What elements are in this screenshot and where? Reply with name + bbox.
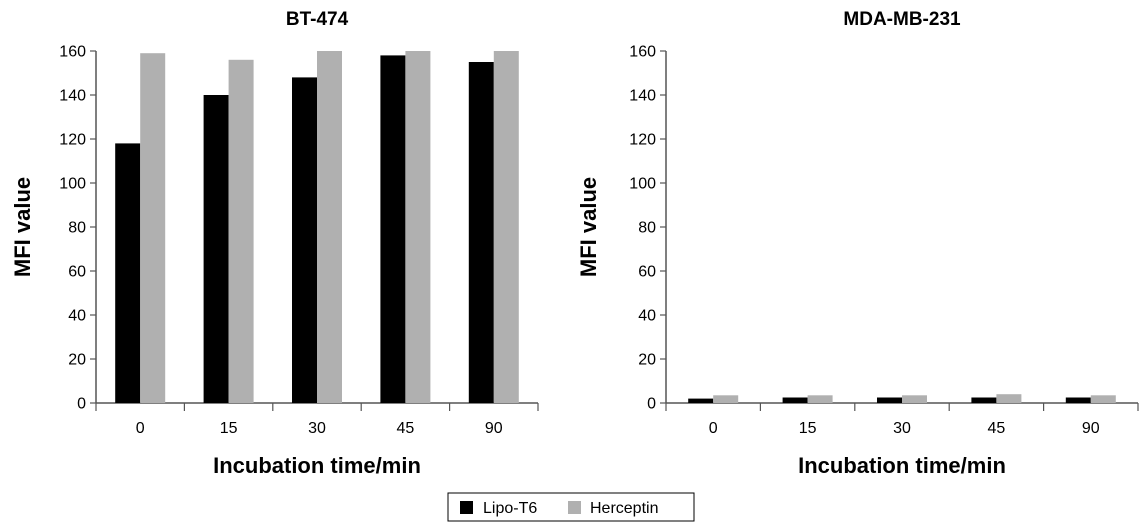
bar-lipo-t6-90 [468, 62, 494, 403]
legend: Lipo-T6 Herceptin [447, 492, 695, 522]
bar-herceptin-45 [405, 51, 431, 403]
x-axis-title: Incubation time/min [213, 453, 421, 478]
y-tick-label: 140 [59, 88, 86, 105]
x-tick-label: 30 [893, 420, 911, 437]
y-tick-label: 0 [647, 396, 656, 413]
bar-herceptin-0 [713, 395, 739, 403]
x-tick-label: 90 [485, 420, 503, 437]
x-tick-label: 45 [988, 420, 1006, 437]
y-tick-label: 60 [68, 264, 86, 281]
bar-herceptin-30 [317, 51, 342, 403]
x-tick-label: 0 [709, 420, 718, 437]
x-axis-title: Incubation time/min [798, 453, 1006, 478]
bar-herceptin-90 [493, 51, 519, 403]
bar-lipo-t6-15 [203, 95, 229, 403]
x-tick-label: 45 [397, 420, 415, 437]
y-tick-label: 40 [68, 308, 86, 325]
y-tick-label: 120 [59, 132, 86, 149]
chart-bt474: BT-474 0 20 40 60 80 100 120 140 160 0 15 30 45 90 Incu… [10, 9, 539, 478]
x-tick-label: 0 [136, 420, 145, 437]
y-tick-label: 20 [68, 352, 86, 369]
bar-lipo-t6-30 [292, 77, 317, 404]
x-tick-label: 15 [799, 420, 817, 437]
y-tick-label: 60 [638, 264, 656, 281]
bar-lipo-t6-45 [380, 55, 406, 404]
bar-lipo-t6-0 [115, 143, 141, 403]
bar-herceptin-15 [228, 59, 254, 404]
bar-lipo-t6-45 [971, 397, 997, 403]
y-tick-label: 80 [638, 220, 656, 237]
chart-title-mdamb231: MDA-MB-231 [843, 9, 961, 30]
bar-lipo-t6-90 [1065, 397, 1091, 403]
bar-herceptin-15 [807, 395, 833, 403]
x-tick-label: 30 [308, 420, 326, 437]
bar-herceptin-30 [902, 395, 927, 403]
chart-mdamb231: MDA-MB-231 0 20 40 60 80 100 120 140 160 0 15 30 45 90… [576, 9, 1139, 478]
bar-herceptin-0 [140, 53, 166, 403]
y-tick-label: 160 [629, 44, 656, 61]
x-tick-label: 15 [220, 420, 238, 437]
legend-label-lipo-t6: Lipo-T6 [483, 500, 537, 517]
bar-lipo-t6-30 [877, 397, 902, 403]
chart-title-bt474: BT-474 [286, 9, 349, 30]
y-axis-title: MFI value [576, 177, 601, 277]
legend-swatch-herceptin [568, 501, 581, 514]
y-tick-label: 20 [638, 352, 656, 369]
y-tick-label: 100 [629, 176, 656, 193]
bar-lipo-t6-0 [688, 398, 714, 403]
y-tick-label: 40 [638, 308, 656, 325]
y-tick-label: 100 [59, 176, 86, 193]
y-axis-title: MFI value [10, 177, 35, 277]
y-tick-label: 120 [629, 132, 656, 149]
legend-label-herceptin: Herceptin [590, 500, 658, 517]
bar-herceptin-45 [996, 394, 1022, 403]
y-tick-label: 160 [59, 44, 86, 61]
bar-lipo-t6-15 [782, 397, 808, 403]
y-tick-label: 0 [77, 396, 86, 413]
legend-swatch-lipo-t6 [460, 501, 473, 514]
x-tick-label: 90 [1082, 420, 1100, 437]
bar-herceptin-90 [1090, 395, 1116, 403]
y-tick-label: 140 [629, 88, 656, 105]
y-tick-label: 80 [68, 220, 86, 237]
